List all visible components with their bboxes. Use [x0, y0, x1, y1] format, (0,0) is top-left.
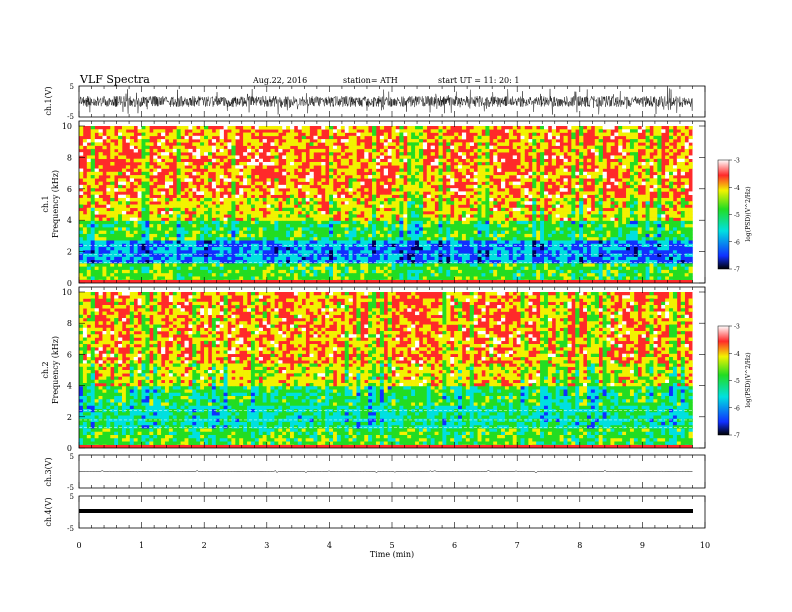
ch3-ytick-top: 5: [70, 453, 74, 461]
ch1-spec-ylabel: Frequency (kHz): [51, 170, 60, 238]
x-tick-label: 6: [452, 541, 457, 550]
y-tick-label: 6: [67, 350, 72, 359]
figure-title: VLF Spectra: [79, 73, 150, 86]
ch4-ytick-top: 5: [70, 493, 74, 501]
ch4-ylabel: ch.4(V): [44, 497, 53, 526]
ch1-spec-channel-label: ch.1: [41, 195, 50, 212]
ch1-waveform-line: [78, 88, 693, 115]
colorbar-tick-label: -7: [734, 433, 740, 440]
colorbar-tick-label: -6: [734, 405, 740, 412]
colorbar-tick-label: -3: [734, 324, 740, 331]
y-tick-label: 2: [67, 248, 72, 257]
x-tick-labels: 0 1 2 3 4 5 6 7 8 9 10: [76, 541, 710, 550]
x-tick-label: 1: [139, 541, 144, 550]
ch4-ytick-bottom: -5: [67, 525, 74, 533]
ch3-ytick-bottom: -5: [67, 484, 74, 492]
ch1-ytick-bottom: -5: [67, 113, 74, 121]
colorbar-tick-label: -5: [734, 378, 740, 385]
y-tick-label: 10: [62, 122, 72, 131]
ch2-spec-channel-label: ch.2: [41, 361, 50, 378]
ch3-waveform-panel: 5 -5 ch.3(V): [44, 453, 706, 492]
y-tick-label: 6: [67, 185, 72, 194]
ch2-spectrogram-image: [79, 292, 693, 448]
x-tick-label: 7: [515, 541, 520, 550]
start-ut-label: start UT = 11: 20: 1: [438, 76, 519, 85]
ch3-waveform-line: [78, 470, 693, 474]
colorbar-tick-label: -6: [734, 239, 740, 246]
y-tick-label: 0: [67, 279, 72, 288]
y-tick-label: 8: [67, 319, 72, 328]
x-tick-label: 2: [202, 541, 207, 550]
x-tick-label: 10: [700, 541, 710, 550]
ch3-ylabel: ch.3(V): [44, 457, 53, 486]
ch2-colorbar: [717, 325, 730, 436]
y-tick-label: 10: [62, 288, 72, 297]
x-axis-label: Time (min): [370, 550, 414, 559]
colorbar-tick-label: -4: [734, 185, 740, 192]
colorbar-tick-label: -5: [734, 212, 740, 219]
ch1-spectrogram-image: [79, 126, 693, 283]
colorbar-tick-label: -3: [734, 158, 740, 165]
x-tick-label: 3: [264, 541, 269, 550]
ch1-ytick-top: 5: [70, 83, 74, 91]
ch1-waveform-panel: 5 -5 ch.1(V): [44, 83, 706, 121]
x-ticks: [78, 86, 706, 528]
colorbar-tick-label: -7: [734, 267, 740, 274]
station-label: station= ATH: [343, 76, 398, 85]
y-tick-label: 4: [67, 216, 72, 225]
colorbar-tick-label: -4: [734, 351, 740, 358]
date-label: Aug.22, 2016: [252, 76, 307, 85]
ch2-colorbar-label: log(PSD)(V^2/Hz): [745, 352, 752, 407]
ch2-spec-ylabel: Frequency (kHz): [51, 336, 60, 404]
x-tick-label: 8: [577, 541, 582, 550]
ch1-colorbar: [717, 159, 730, 270]
x-tick-label: 0: [76, 541, 81, 550]
y-tick-label: 0: [67, 444, 72, 453]
ch1-ylabel: ch.1(V): [44, 86, 53, 115]
ch4-waveform-band: [79, 509, 693, 513]
x-tick-label: 9: [640, 541, 645, 550]
y-tick-label: 2: [67, 413, 72, 422]
ch4-waveform-panel: 5 -5 ch.4(V): [44, 493, 706, 533]
x-tick-label: 5: [389, 541, 394, 550]
x-tick-label: 4: [327, 541, 332, 550]
ch1-colorbar-label: log(PSD)(V^2/Hz): [745, 186, 752, 241]
y-tick-label: 8: [67, 153, 72, 162]
y-tick-label: 4: [67, 382, 72, 391]
